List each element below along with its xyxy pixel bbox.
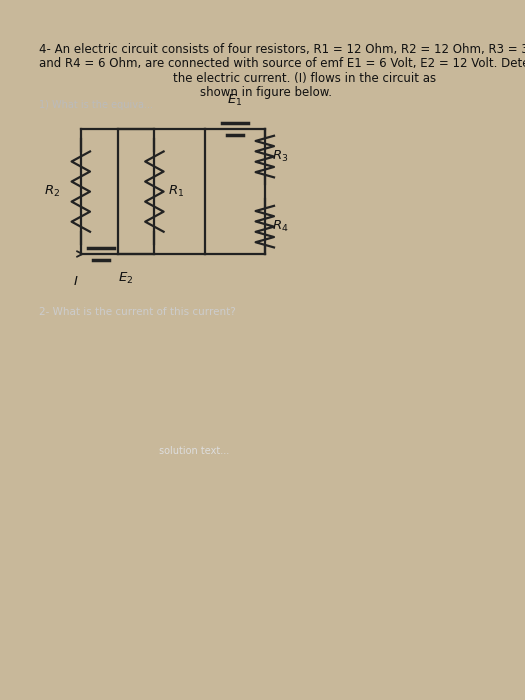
Text: 4- An electric circuit consists of four resistors, R1 = 12 Ohm, R2 = 12 Ohm, R3 : 4- An electric circuit consists of four … <box>39 43 525 56</box>
Text: $R_3$: $R_3$ <box>272 149 289 164</box>
Text: $I$: $I$ <box>74 275 79 288</box>
Text: and R4 = 6 Ohm, are connected with source of emf E1 = 6 Volt, E2 = 12 Volt. Dete: and R4 = 6 Ohm, are connected with sourc… <box>39 57 525 70</box>
Text: $E_1$: $E_1$ <box>227 93 243 108</box>
Text: shown in figure below.: shown in figure below. <box>201 86 332 99</box>
Text: the electric current. (I) flows in the circuit as: the electric current. (I) flows in the c… <box>173 71 436 85</box>
Text: 1) What is the equiva...: 1) What is the equiva... <box>39 100 153 111</box>
Text: $R_1$: $R_1$ <box>168 184 184 199</box>
Text: $E_2$: $E_2$ <box>118 272 133 286</box>
Text: $R_2$: $R_2$ <box>45 184 60 199</box>
Text: $R_4$: $R_4$ <box>272 219 289 234</box>
Text: solution text...: solution text... <box>159 446 229 456</box>
Text: 2- What is the current of this current?: 2- What is the current of this current? <box>39 307 236 317</box>
